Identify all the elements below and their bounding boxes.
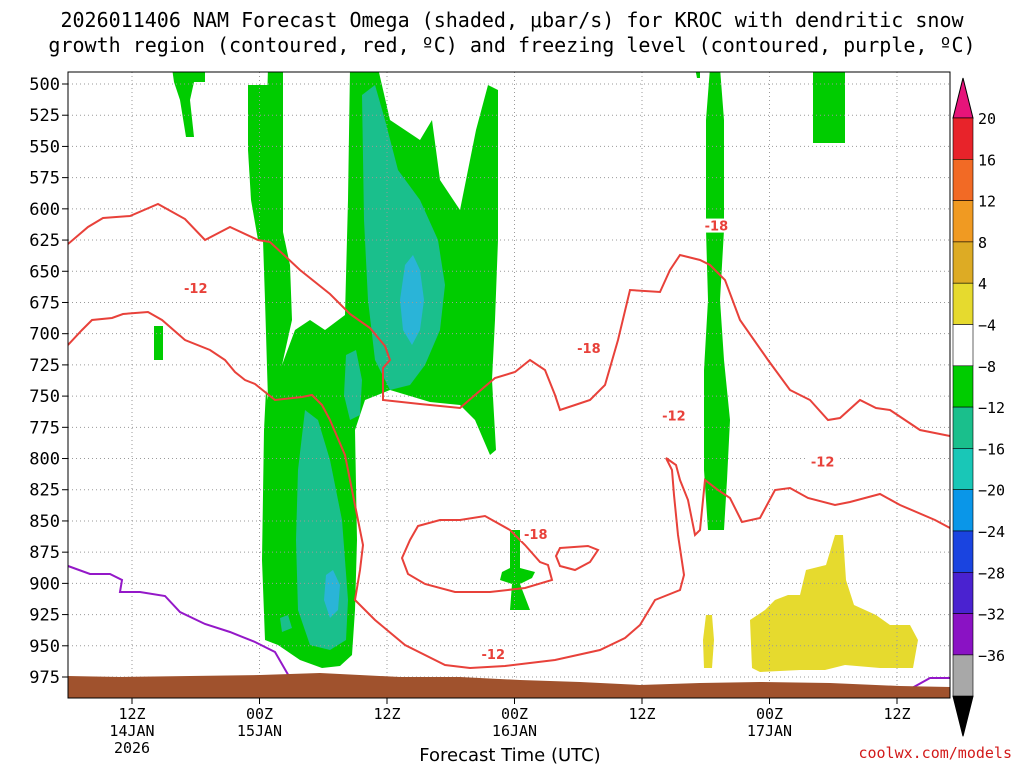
y-tick-label: 625: [29, 231, 60, 251]
colorbar-label: −36: [978, 647, 1005, 665]
y-tick-label: 700: [29, 325, 60, 345]
x-tick-label: 12Z: [883, 705, 910, 723]
colorbar-top-extend: [952, 77, 974, 119]
contour-label-bg: [807, 454, 838, 469]
y-tick-label: 650: [29, 262, 60, 282]
colorbar-swatch: [952, 613, 974, 656]
x-tick-label: 12Z: [373, 705, 400, 723]
contour-label-bg: [658, 408, 689, 423]
omega-shading-yellow: [703, 535, 918, 672]
colorbar-swatch: [952, 489, 974, 532]
colorbar-swatch: [952, 282, 974, 325]
contour-label: -12: [662, 409, 686, 424]
contour-label-bg: [180, 280, 211, 295]
colorbar-label: −4: [978, 317, 996, 335]
credit-text: coolwx.com/models: [858, 744, 1012, 762]
colorbar-bottom-extend: [952, 695, 974, 737]
colorbar-label: −12: [978, 399, 1005, 417]
colorbar-label: 12: [978, 193, 996, 211]
y-tick-label: 875: [29, 543, 60, 563]
y-tick-label: 775: [29, 418, 60, 438]
colorbar-swatch: [952, 117, 974, 160]
plot-frame: [67, 71, 951, 699]
colorbar-swatch: [952, 448, 974, 490]
x-tick-label: 15JAN: [237, 722, 282, 740]
colorbar-label: 8: [978, 234, 987, 252]
contour-label: -18: [705, 220, 729, 235]
y-tick-label: 525: [29, 106, 60, 126]
colorbar-label: −32: [978, 606, 1005, 624]
contour-label-bg: [701, 218, 732, 233]
contour-label: -18: [524, 528, 548, 543]
colorbar-label: 4: [978, 275, 987, 293]
x-tick-label: 2026: [114, 739, 150, 757]
y-tick-label: 725: [29, 356, 60, 376]
contour-label-bg: [573, 340, 604, 355]
y-tick-label: 575: [29, 169, 60, 189]
colorbar-label: 16: [978, 151, 996, 169]
contour-label: -12: [184, 282, 208, 297]
colorbar: 20 16 12 8 4 −4 −8 −12 −16 −20 −24 −28 −32 −36: [952, 77, 1005, 737]
y-axis: 500 525 550 575 600 625 650 675 700 725 750 775 800 8…: [29, 75, 68, 688]
ground-surface: [68, 673, 950, 698]
y-tick-label: 850: [29, 512, 60, 532]
colorbar-label: −8: [978, 358, 996, 376]
y-tick-label: 675: [29, 293, 60, 313]
x-tick-label: 16JAN: [492, 722, 537, 740]
omega-shading-green: [154, 72, 845, 668]
y-tick-label: 950: [29, 637, 60, 657]
y-tick-label: 900: [29, 574, 60, 594]
colorbar-swatch: [952, 365, 974, 408]
x-tick-label: 12Z: [118, 705, 145, 723]
x-tick-label: 17JAN: [747, 722, 792, 740]
grid-lines: [68, 72, 950, 698]
omega-shading-cyan: [324, 255, 424, 618]
x-tick-label: 00Z: [246, 705, 273, 723]
y-tick-label: 825: [29, 481, 60, 501]
contour-label: -12: [811, 456, 835, 471]
colorbar-swatch: [952, 241, 974, 284]
y-tick-label: 500: [29, 75, 60, 95]
colorbar-swatch: [952, 571, 974, 614]
contour-label-group: -12 -18 -18 -12 -12 -18 -12: [180, 218, 838, 663]
y-tick-label: 600: [29, 200, 60, 220]
x-tick-label: 00Z: [501, 705, 528, 723]
x-tick-label: 14JAN: [109, 722, 154, 740]
colorbar-swatch: [952, 654, 974, 697]
contour-label: -18: [577, 342, 601, 357]
contour-label: -12: [482, 648, 506, 663]
x-tick-label: 00Z: [756, 705, 783, 723]
y-tick-label: 800: [29, 450, 60, 470]
colorbar-label: −24: [978, 523, 1005, 541]
colorbar-swatch: [952, 406, 974, 449]
colorbar-label: −20: [978, 482, 1005, 500]
colorbar-label: −28: [978, 564, 1005, 582]
x-tick-label: 12Z: [628, 705, 655, 723]
x-axis-title: Forecast Time (UTC): [419, 745, 601, 766]
colorbar-swatch: [952, 159, 974, 201]
y-tick-label: 975: [29, 668, 60, 688]
contour-label-bg: [520, 526, 551, 541]
colorbar-swatch: [952, 324, 974, 367]
chart-title-line1: 2026011406 NAM Forecast Omega (shaded, μ…: [60, 8, 964, 32]
colorbar-label: 20: [978, 110, 996, 128]
chart-title-line2: growth region (contoured, red, ºC) and f…: [48, 33, 976, 57]
colorbar-swatch: [952, 530, 974, 573]
dgz-contours: [68, 202, 950, 670]
y-tick-label: 925: [29, 606, 60, 626]
y-tick-label: 750: [29, 387, 60, 407]
freezing-level-contours: [68, 565, 950, 689]
colorbar-swatch: [952, 200, 974, 243]
y-tick-label: 550: [29, 137, 60, 157]
contour-label-bg: [478, 646, 509, 661]
colorbar-label: −16: [978, 440, 1005, 458]
